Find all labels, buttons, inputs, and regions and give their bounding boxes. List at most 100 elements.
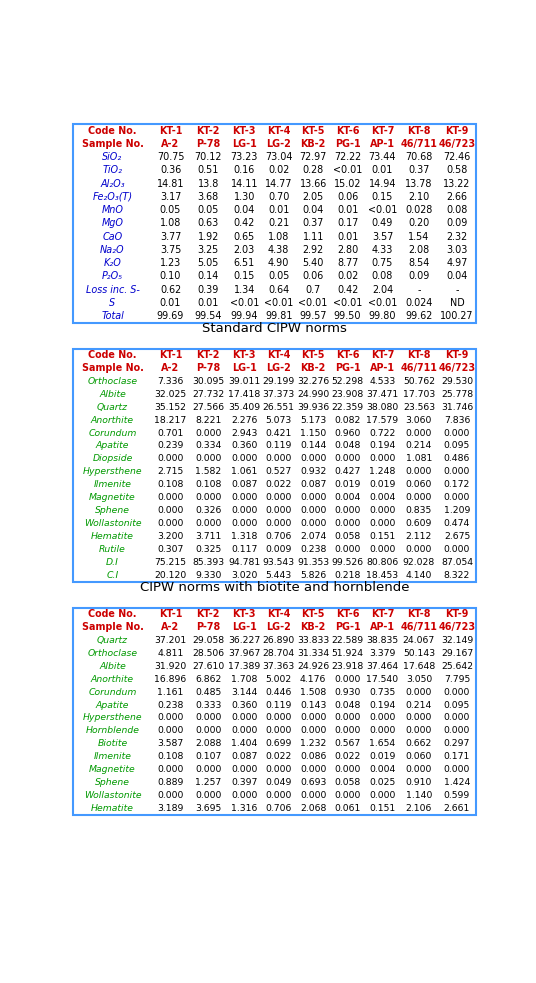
Text: 0.025: 0.025 <box>369 779 396 787</box>
Text: 0.485: 0.485 <box>195 687 221 697</box>
Text: Anorthite: Anorthite <box>91 674 134 683</box>
Text: 0.397: 0.397 <box>231 779 257 787</box>
Text: 17.389: 17.389 <box>228 662 260 670</box>
Text: 3.587: 3.587 <box>158 739 184 748</box>
Text: 0.37: 0.37 <box>408 165 429 176</box>
Text: 0.000: 0.000 <box>265 765 292 775</box>
Text: 18.217: 18.217 <box>154 416 187 425</box>
Text: 2.32: 2.32 <box>446 232 467 242</box>
Text: LG-2: LG-2 <box>266 622 291 632</box>
Text: 0.019: 0.019 <box>369 752 396 761</box>
Text: 0.14: 0.14 <box>197 271 219 281</box>
Text: 0.000: 0.000 <box>369 506 396 515</box>
Text: MnO: MnO <box>101 205 123 215</box>
Text: 7.836: 7.836 <box>444 416 470 425</box>
Text: <0.01: <0.01 <box>368 205 397 215</box>
Text: 0.000: 0.000 <box>406 726 432 735</box>
Text: 0.960: 0.960 <box>334 429 361 437</box>
Text: 0.000: 0.000 <box>265 791 292 800</box>
Text: KT-8: KT-8 <box>407 126 430 136</box>
Text: 39.011: 39.011 <box>228 376 260 385</box>
Text: 3.711: 3.711 <box>195 532 221 541</box>
Text: KT-2: KT-2 <box>197 126 220 136</box>
Text: 70.12: 70.12 <box>195 152 222 162</box>
Text: 91.353: 91.353 <box>297 558 329 567</box>
Text: KT-7: KT-7 <box>371 126 394 136</box>
Text: Hematite: Hematite <box>91 532 134 541</box>
Text: 0.009: 0.009 <box>265 545 292 554</box>
Text: 0.082: 0.082 <box>334 416 361 425</box>
Text: P₂O₅: P₂O₅ <box>102 271 123 281</box>
Text: 32.276: 32.276 <box>297 376 329 385</box>
Text: 13.78: 13.78 <box>405 179 433 189</box>
Text: 5.002: 5.002 <box>265 674 292 683</box>
Text: 0.119: 0.119 <box>265 441 292 450</box>
Text: 1.316: 1.316 <box>231 804 257 813</box>
Text: KT-9: KT-9 <box>445 609 468 619</box>
Text: 0.000: 0.000 <box>369 726 396 735</box>
Text: 38.835: 38.835 <box>367 636 399 645</box>
Text: 0.000: 0.000 <box>195 791 221 800</box>
Text: 0.333: 0.333 <box>195 701 221 710</box>
Text: KT-4: KT-4 <box>267 350 291 361</box>
Text: 5.826: 5.826 <box>300 571 326 580</box>
Text: <0.01: <0.01 <box>333 298 362 308</box>
Text: KB-2: KB-2 <box>301 364 326 374</box>
Text: PG-1: PG-1 <box>335 139 360 149</box>
Text: 2.276: 2.276 <box>231 416 257 425</box>
Text: 0.117: 0.117 <box>231 545 257 554</box>
Text: 0.022: 0.022 <box>265 481 292 490</box>
Text: 50.143: 50.143 <box>403 649 435 658</box>
Text: 3.695: 3.695 <box>195 804 221 813</box>
Text: 0.022: 0.022 <box>265 752 292 761</box>
Text: Sample No.: Sample No. <box>81 364 144 374</box>
Text: 0.17: 0.17 <box>337 218 358 228</box>
Text: 4.140: 4.140 <box>406 571 432 580</box>
Text: 0.000: 0.000 <box>406 493 432 502</box>
Text: 5.443: 5.443 <box>265 571 292 580</box>
Text: 0.000: 0.000 <box>231 454 257 463</box>
Text: 0.000: 0.000 <box>369 791 396 800</box>
Text: 5.073: 5.073 <box>265 416 292 425</box>
Text: 0.000: 0.000 <box>369 454 396 463</box>
Text: 0.75: 0.75 <box>372 259 393 268</box>
Text: 0.20: 0.20 <box>408 218 429 228</box>
Text: 0.058: 0.058 <box>334 779 361 787</box>
Text: 0.01: 0.01 <box>337 205 358 215</box>
Text: 0.49: 0.49 <box>372 218 393 228</box>
Text: 24.926: 24.926 <box>297 662 329 670</box>
Text: 1.404: 1.404 <box>231 739 257 748</box>
Text: 4.97: 4.97 <box>446 259 467 268</box>
Text: 1.11: 1.11 <box>302 232 324 242</box>
Text: 100.27: 100.27 <box>440 312 474 321</box>
Text: 0.63: 0.63 <box>198 218 219 228</box>
Text: 0.486: 0.486 <box>444 454 470 463</box>
Text: P-78: P-78 <box>196 622 220 632</box>
Text: 29.167: 29.167 <box>441 649 473 658</box>
Text: 0.019: 0.019 <box>369 481 396 490</box>
Text: Albite: Albite <box>99 662 126 670</box>
Text: 3.57: 3.57 <box>372 232 393 242</box>
Text: 46/711: 46/711 <box>400 622 437 632</box>
Text: 0.194: 0.194 <box>369 441 396 450</box>
Text: 0.095: 0.095 <box>444 441 470 450</box>
Text: 0.09: 0.09 <box>446 218 467 228</box>
Text: 20.120: 20.120 <box>154 571 187 580</box>
Text: Hypersthene: Hypersthene <box>83 467 142 477</box>
Text: 2.943: 2.943 <box>231 429 257 437</box>
Text: 0.000: 0.000 <box>300 493 326 502</box>
Text: KT-9: KT-9 <box>445 126 468 136</box>
Text: 7.336: 7.336 <box>158 376 184 385</box>
Text: 0.08: 0.08 <box>372 271 393 281</box>
Text: 0.932: 0.932 <box>300 467 326 477</box>
Text: 38.080: 38.080 <box>366 403 399 412</box>
Text: 0.446: 0.446 <box>265 687 292 697</box>
Text: Code No.: Code No. <box>88 609 137 619</box>
Text: 14.11: 14.11 <box>230 179 258 189</box>
Text: P-78: P-78 <box>196 139 220 149</box>
Text: 0.01: 0.01 <box>197 298 219 308</box>
Text: 1.161: 1.161 <box>158 687 184 697</box>
Text: 1.34: 1.34 <box>234 285 255 295</box>
Text: 72.46: 72.46 <box>443 152 471 162</box>
Text: 99.50: 99.50 <box>334 312 361 321</box>
